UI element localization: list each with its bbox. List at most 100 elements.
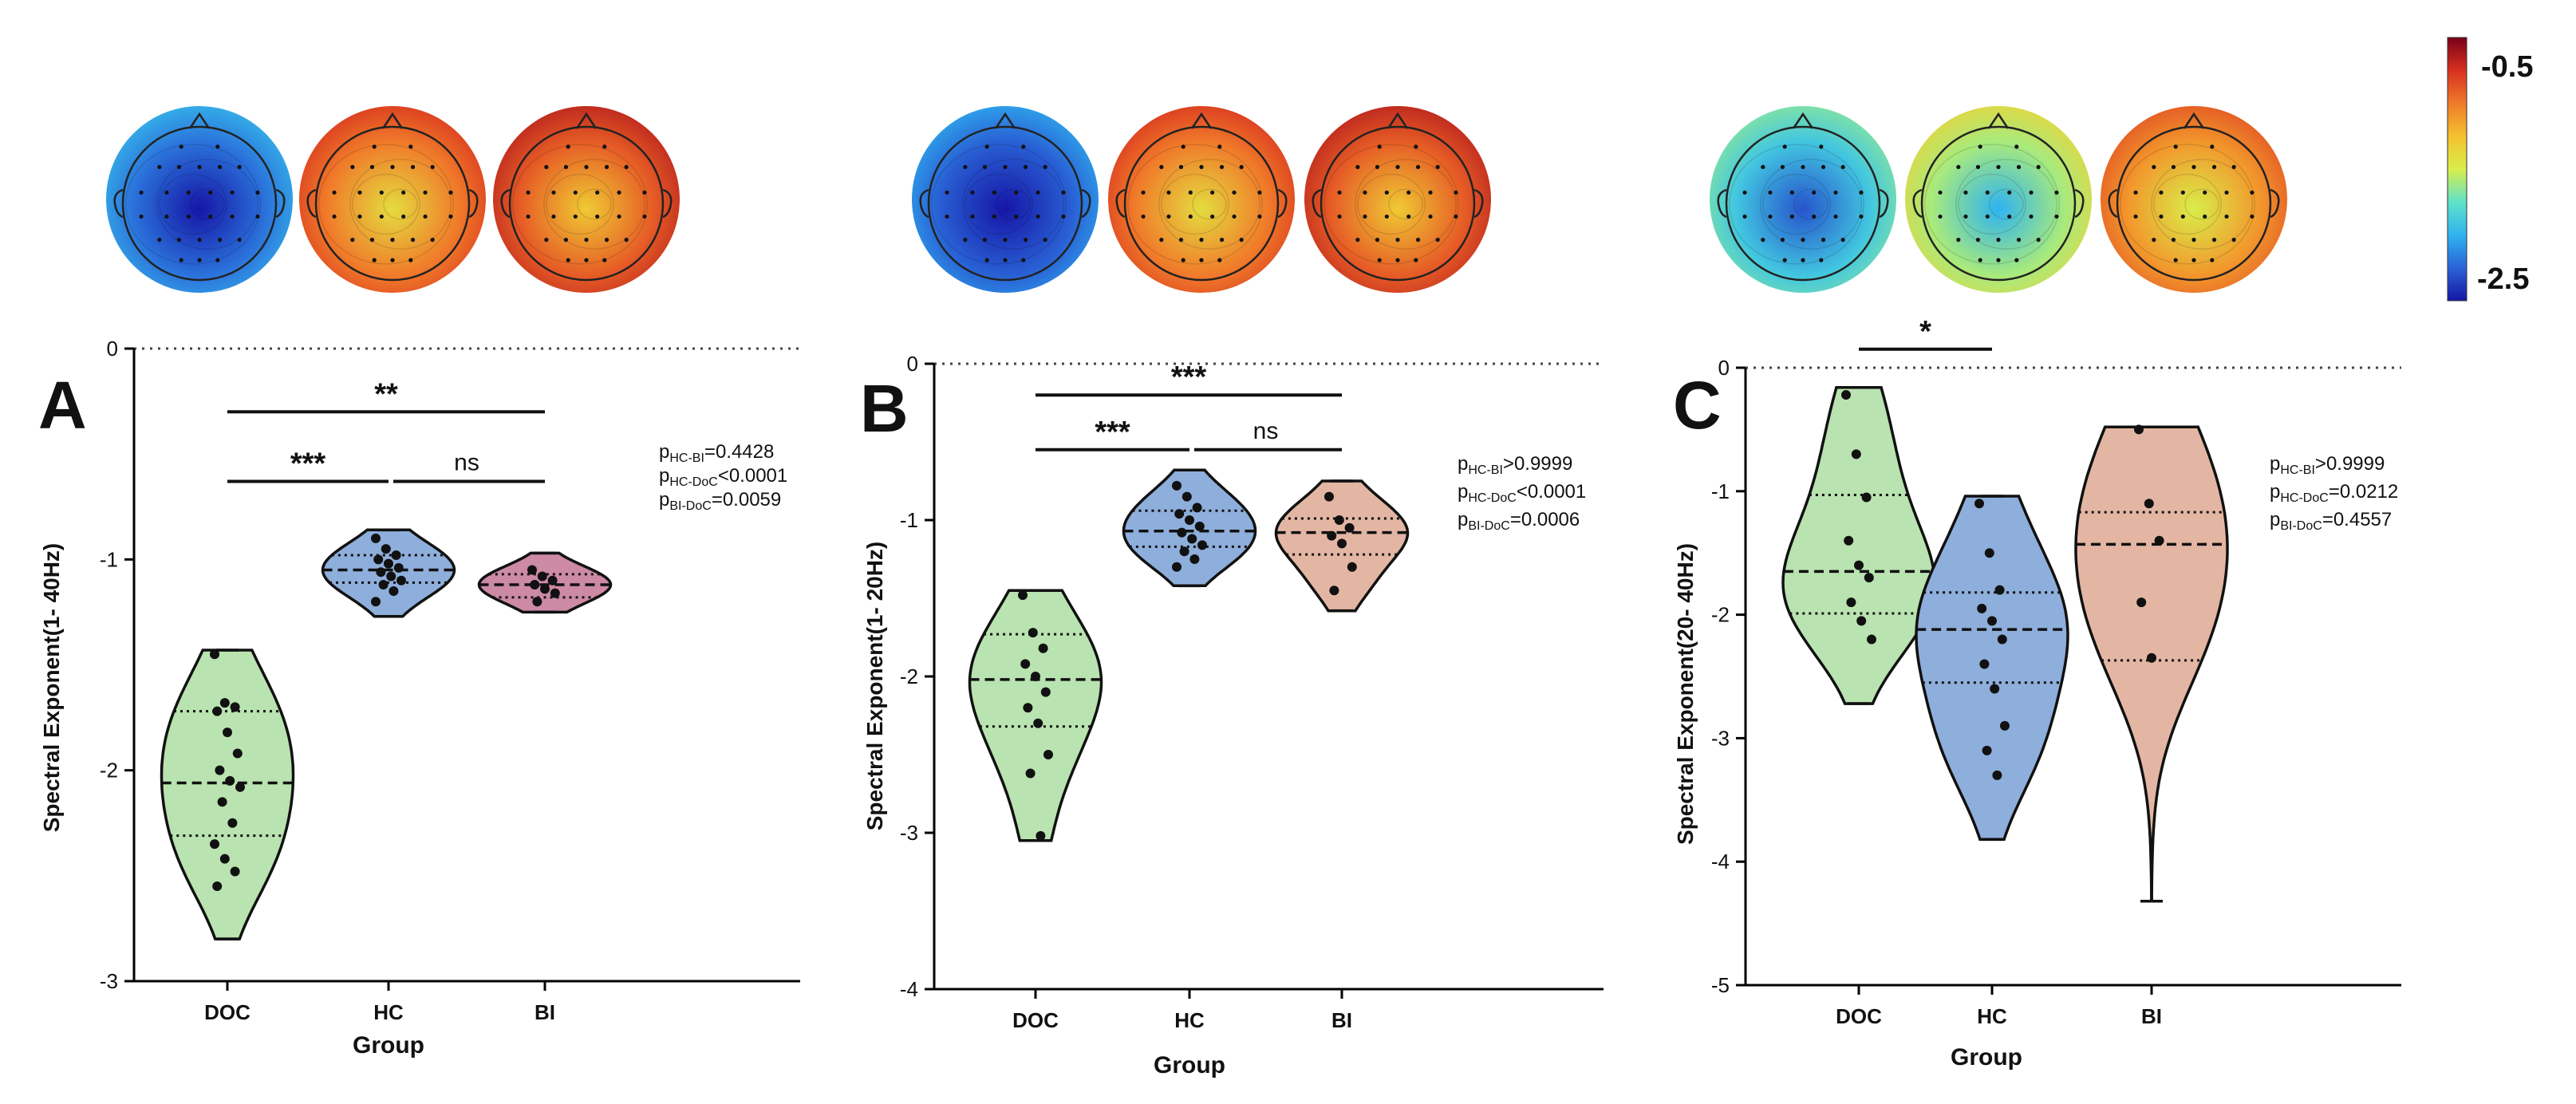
data-point bbox=[373, 554, 384, 565]
head-outline bbox=[1920, 125, 2077, 282]
electrode-dot bbox=[350, 164, 355, 169]
topomap-b-bi bbox=[1304, 106, 1491, 293]
electrode-dot bbox=[563, 164, 569, 169]
contour-line bbox=[2153, 173, 2222, 235]
electrode-dot bbox=[2224, 214, 2229, 219]
contour-line bbox=[1388, 188, 1423, 220]
pvalue-sub: BI-DoC bbox=[1468, 519, 1509, 533]
pvalue-line-1: pHC-BI>0.9999 bbox=[1458, 453, 1572, 477]
electrode-dot bbox=[2180, 190, 2185, 195]
data-point bbox=[1028, 628, 1038, 638]
contour-line bbox=[318, 144, 454, 265]
data-point bbox=[547, 575, 558, 586]
data-point bbox=[1181, 491, 1192, 502]
electrode-dot bbox=[1181, 258, 1185, 262]
electrode-dot bbox=[2014, 144, 2019, 149]
electrode-dot bbox=[1337, 190, 1342, 195]
contour-line bbox=[996, 188, 1031, 220]
contour-line bbox=[2184, 188, 2219, 220]
contour-line bbox=[1958, 173, 2026, 235]
topomap-disc bbox=[493, 106, 680, 293]
electrode-dot bbox=[963, 238, 968, 242]
electrode-dot bbox=[945, 190, 949, 195]
data-point bbox=[1023, 703, 1033, 713]
contour-line bbox=[962, 159, 1064, 250]
data-point bbox=[540, 584, 550, 594]
y-tick-label: -3 bbox=[100, 969, 118, 993]
y-tick-label: -2 bbox=[900, 664, 918, 688]
electrode-dot bbox=[1181, 144, 1185, 149]
electrode-dot bbox=[1384, 214, 1389, 219]
electrode-dot bbox=[1141, 190, 1146, 195]
pvalue-value: =0.0059 bbox=[712, 489, 781, 511]
significance-label: *** bbox=[290, 448, 326, 481]
electrode-dot bbox=[1023, 238, 1028, 242]
data-point bbox=[1025, 768, 1036, 779]
electrode-dot bbox=[1761, 238, 1765, 242]
electrode-dot bbox=[617, 214, 621, 219]
pvalue-line-2: pHC-DoC<0.0001 bbox=[1458, 481, 1586, 505]
electrode-dot bbox=[1003, 164, 1008, 169]
electrode-dot bbox=[1840, 238, 1845, 242]
topomap-disc bbox=[1710, 106, 1896, 293]
electrode-dot bbox=[215, 258, 220, 262]
contour-line bbox=[1158, 159, 1260, 250]
contour-line bbox=[349, 159, 452, 250]
significance-label: * bbox=[1919, 315, 1931, 349]
electrode-dot bbox=[1780, 164, 1785, 169]
electrode-dot bbox=[1782, 258, 1787, 262]
electrode-dot bbox=[1061, 214, 1066, 219]
electrode-dot bbox=[595, 190, 600, 195]
contour-line bbox=[931, 144, 1067, 265]
pvalue-sub: BI-DoC bbox=[669, 499, 711, 513]
x-axis-label: Group bbox=[1154, 1052, 1225, 1078]
electrode-dot bbox=[992, 190, 996, 195]
data-point bbox=[1856, 616, 1867, 626]
electrode-dot bbox=[551, 190, 556, 195]
contour-line bbox=[965, 173, 1033, 235]
data-point bbox=[210, 839, 219, 850]
electrode-dot bbox=[332, 214, 337, 219]
data-point bbox=[1990, 684, 2000, 694]
electrode-dot bbox=[1023, 164, 1028, 169]
electrode-dot bbox=[1021, 258, 1026, 262]
electrode-dot bbox=[1435, 164, 1440, 169]
electrode-dot bbox=[1789, 190, 1794, 195]
y-tick-label: -2 bbox=[100, 759, 118, 783]
electrode-dot bbox=[372, 144, 377, 149]
data-point bbox=[1984, 548, 1994, 558]
electrode-dot bbox=[176, 164, 182, 169]
electrode-dot bbox=[1789, 214, 1794, 219]
data-point bbox=[1997, 634, 2007, 645]
electrode-dot bbox=[186, 214, 191, 219]
pvalue-line-2: pHC-DoC=0.0212 bbox=[2270, 481, 2398, 505]
panel-label: A bbox=[38, 368, 87, 443]
data-point bbox=[230, 866, 240, 877]
y-axis-label: Spectral Exponent(1- 20Hz) bbox=[862, 542, 887, 831]
electrode-dot bbox=[963, 164, 968, 169]
electrode-dot bbox=[186, 190, 191, 195]
electrode-dot bbox=[1415, 164, 1421, 169]
electrode-dot bbox=[1428, 190, 1433, 195]
electrode-dot bbox=[1395, 258, 1400, 262]
electrode-dot bbox=[624, 164, 629, 169]
electrode-dot bbox=[369, 164, 375, 169]
electrode-dot bbox=[217, 238, 223, 242]
left-ear bbox=[2108, 188, 2118, 219]
right-ear bbox=[1879, 188, 1889, 219]
data-point bbox=[386, 571, 396, 582]
electrode-dot bbox=[970, 214, 975, 219]
pvalue-line-3: pBI-DoC=0.4557 bbox=[2270, 509, 2392, 533]
x-tick-label: DOC bbox=[204, 1000, 250, 1024]
pvalue-sub: HC-BI bbox=[669, 451, 704, 465]
data-point bbox=[1327, 530, 1337, 541]
contour-line bbox=[159, 173, 227, 235]
y-tick-label: 0 bbox=[1718, 356, 1730, 380]
right-ear bbox=[662, 188, 673, 219]
electrode-dot bbox=[1061, 190, 1066, 195]
electrode-dot bbox=[164, 214, 169, 219]
electrode-dot bbox=[157, 164, 162, 169]
data-point bbox=[1861, 492, 1872, 503]
electrode-dot bbox=[1232, 190, 1237, 195]
contour-line bbox=[125, 144, 261, 265]
